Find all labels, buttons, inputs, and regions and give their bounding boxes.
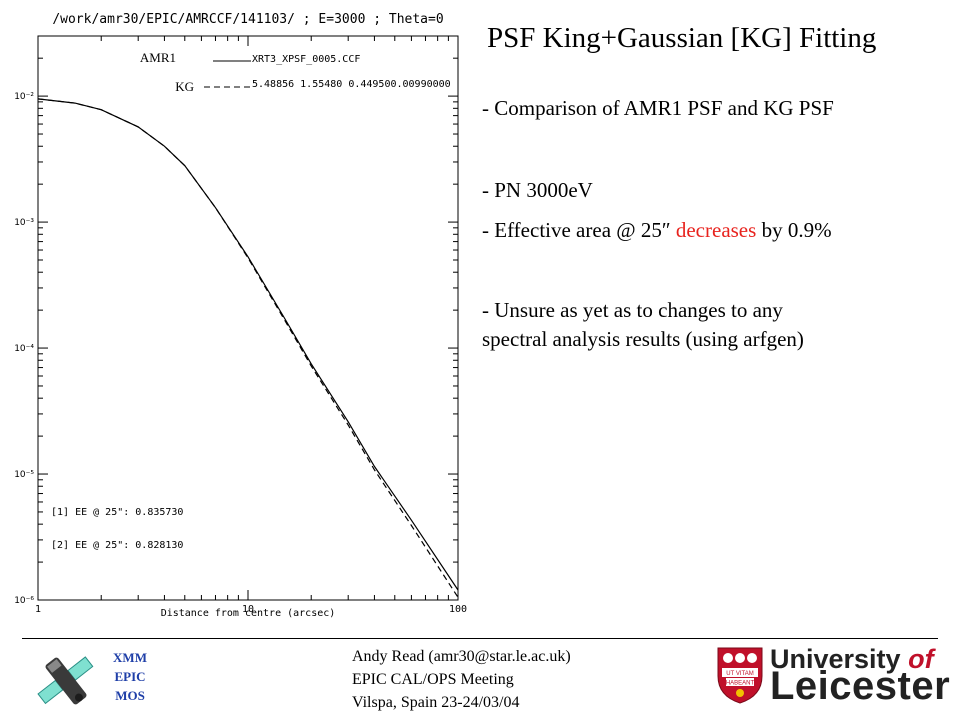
bullet-text: - Unsure as yet as to changes to any [482,298,783,322]
chart-legend: AMR1 XRT3_XPSF_0005.CCF KG 5.48856 1.554… [140,50,451,94]
bullet-comparison: - Comparison of AMR1 PSF and KG PSF [482,96,834,121]
bullet-highlight: decreases [675,218,757,242]
footer-meeting: EPIC CAL/OPS Meeting [352,671,514,688]
university-city: Leicester [770,664,951,708]
psf-chart: /work/amr30/EPIC/AMRCCF/141103/ ; E=3000… [0,0,470,620]
y-tick-label: 10⁻⁵ [14,470,34,480]
y-tick-label: 10⁻⁴ [14,344,34,354]
crest-motto-2: HABEANT [726,681,755,687]
bullet-text: - PN 3000eV [482,178,593,202]
x-tick-label: 10 [242,604,254,615]
bullet-text: - Effective area @ 25″ [482,218,676,242]
chart-title: /work/amr30/EPIC/AMRCCF/141103/ ; E=3000… [52,12,443,27]
x-tick-label: 1 [35,604,41,615]
footer-divider [22,638,938,639]
y-tick-label: 10⁻⁶ [14,596,34,606]
crest-motto: UT VITAM [726,671,753,677]
psf-chart-svg: /work/amr30/EPIC/AMRCCF/141103/ ; E=3000… [14,12,467,619]
legend-text-kg: 5.48856 1.55480 0.449500.00990000 [252,79,451,90]
bullet-text-tail: by 0.9% [756,218,832,242]
series-line-kg [37,98,459,598]
axis-ticks: 1 10 100 10⁻² 10⁻³ 10⁻⁴ 10⁻⁵ 10⁻⁶ [14,35,467,615]
mission-badge: XMM EPIC MOS [100,648,160,705]
university-word: University [770,644,901,674]
university-name: University of [770,644,934,675]
footer-location: Vilspa, Spain 23-24/03/04 [352,694,520,711]
xmm-satellite-icon [37,656,94,705]
mission-line: MOS [115,688,145,703]
bullet-text: - Comparison of AMR1 PSF and KG PSF [482,96,834,120]
legend-text-amr1: XRT3_XPSF_0005.CCF [252,54,360,65]
series-layer [37,98,459,598]
legend-label-amr1: AMR1 [140,50,176,65]
bullet-unsure-cont: spectral analysis results (using arfgen) [482,327,804,352]
bullet-unsure: - Unsure as yet as to changes to any [482,298,783,323]
footer-credits: Andy Read (amr30@star.le.ac.uk) EPIC CAL… [352,645,571,714]
bullet-effective-area: - Effective area @ 25″ decreases by 0.9% [482,218,832,243]
mission-line: EPIC [114,669,146,684]
x-axis-label: Distance from centre (arcsec) [161,608,336,619]
mission-line: XMM [113,650,147,665]
bullet-text: spectral analysis results (using arfgen) [482,327,804,351]
slide-title: PSF King+Gaussian [KG] Fitting [487,22,877,54]
legend-label-kg: KG [175,79,194,94]
y-tick-label: 10⁻³ [14,218,34,228]
footer-author: Andy Read (amr30@star.le.ac.uk) [352,648,571,665]
annotation-ee-kg: [2] EE @ 25": 0.828130 [51,540,183,551]
university-crest-icon: UT VITAM HABEANT [717,647,763,704]
x-tick-label: 100 [449,604,467,615]
annotation-ee-amr1: [1] EE @ 25": 0.835730 [51,507,183,518]
y-tick-label: 10⁻² [14,92,34,102]
bullet-energy: - PN 3000eV [482,178,593,203]
university-of: of [908,644,934,674]
